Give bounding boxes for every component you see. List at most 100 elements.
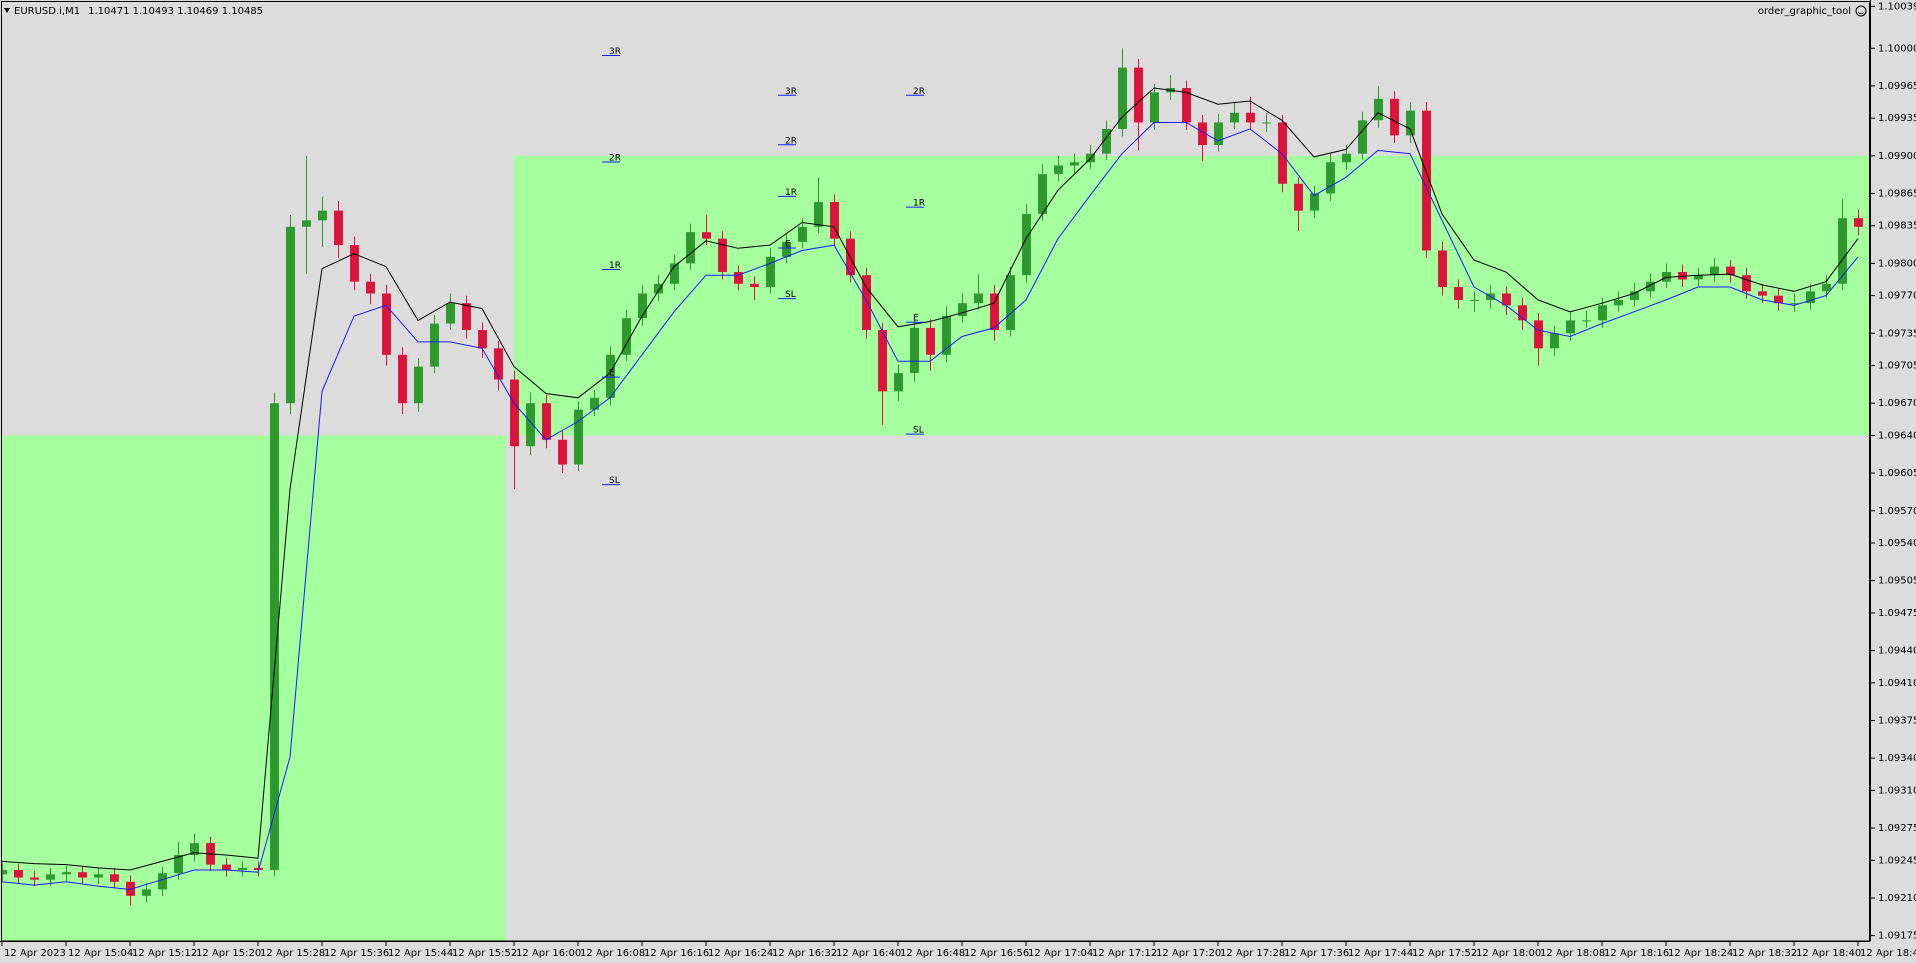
x-tick-label: 12 Apr 17:44 [1348,948,1413,959]
candle-body [1006,275,1015,331]
x-tick-label: 12 Apr 15:52 [452,948,517,959]
candle-body [62,872,71,875]
candle-body [142,889,151,896]
candle-body [1230,112,1239,123]
indicator-icon-smile [1858,12,1864,15]
candle-body [190,843,199,855]
candle-body [1758,291,1767,296]
x-tick-label: 12 Apr 15:12 [132,948,197,959]
candle-body [926,327,935,355]
candle-body [1438,250,1447,288]
candle-body [510,379,519,447]
y-tick-label: 1.09340 [1878,753,1916,764]
y-tick-label: 1.09440 [1878,646,1916,657]
candle-body [334,210,343,246]
zones [2,155,1870,941]
candle-body [1534,320,1543,349]
candle-body [526,403,535,447]
candle-body [1774,295,1783,304]
candle-body [1822,283,1831,292]
candle-body [1614,299,1623,306]
x-tick-label: 12 Apr 18:24 [1668,948,1733,959]
x-tick-label: 12 Apr 15:44 [388,948,453,959]
candle-body [1630,291,1639,300]
y-tick-label: 1.09310 [1878,785,1916,796]
x-tick-label: 12 Apr 15:36 [324,948,389,959]
candle-body [1374,98,1383,121]
candle-body [446,303,455,324]
candle-body [830,202,839,239]
candle-body [1598,305,1607,321]
candle-body [158,873,167,890]
candle-body [350,245,359,282]
candle-body [1582,320,1591,322]
candle-body [1358,120,1367,154]
candle-body [1022,213,1031,276]
candle-body [1854,218,1863,227]
y-tick-label: 1.09935 [1878,113,1916,124]
annotation-label: E [785,240,791,250]
x-tick-label: 12 Apr 18:32 [1732,948,1797,959]
x-tick-label: 12 Apr 16:48 [900,948,965,959]
y-tick-label: 1.09505 [1878,576,1916,587]
candle-body [1502,293,1511,306]
candle-body [622,318,631,355]
y-tick-label: 1.09800 [1878,258,1916,269]
candle-body [1310,193,1319,211]
x-tick-label: 12 Apr 16:08 [580,948,645,959]
x-tick-label: 12 Apr 15:20 [196,948,261,959]
candle-body [1678,271,1687,280]
candle-body [1454,287,1463,300]
candle-body [1726,266,1735,276]
y-tick-label: 1.09770 [1878,291,1916,302]
candle-body [606,354,615,398]
x-tick-label: 12 Apr 16:56 [964,948,1029,959]
candles [2,48,1863,906]
y-tick-label: 1.09275 [1878,823,1916,834]
candle-body [558,439,567,465]
candle-body [574,409,583,465]
candle-body [862,275,871,331]
y-tick-label: 1.09640 [1878,430,1916,441]
candle-body [270,403,279,871]
x-tick-label: 12 Apr 17:04 [1028,948,1093,959]
candle-body [1550,333,1559,349]
candle-body [958,303,967,317]
y-tick-label: 1.09245 [1878,855,1916,866]
candle-body [638,293,647,319]
candle-body [814,202,823,227]
candle-body [2,870,7,875]
chart-title: EURUSD.i,M1 [14,6,80,17]
y-tick-label: 1.10039 [1878,1,1916,12]
x-tick-label: 12 Apr 17:20 [1156,948,1221,959]
candle-body [1742,275,1751,292]
candle-body [1662,271,1671,282]
candle-body [366,281,375,294]
candle-body [1646,281,1655,292]
candle-body [1214,122,1223,146]
candle-body [542,403,551,440]
candle-body [1326,162,1335,194]
zone [2,435,506,941]
candle-body [1150,92,1159,123]
candle-body [78,872,87,878]
candle-body [94,874,103,878]
x-tick-label: 12 Apr 18:16 [1604,948,1669,959]
candle-body [782,241,791,257]
candle-body [1342,153,1351,163]
candle-body [766,256,775,288]
x-tick-label: 12 Apr 17:36 [1284,948,1349,959]
candle-body [174,854,183,874]
y-tick-label: 1.09475 [1878,608,1916,619]
annotations: 3R 2R 1R E SL 3R 2R 1R E SL 2R 1R E SL [602,47,925,486]
annotation-label: E [609,369,615,379]
candle-body [238,867,247,871]
x-tick-label: 12 Apr 17:12 [1092,948,1157,959]
symbol-menu-arrow[interactable] [4,8,10,13]
candle-body [686,232,695,264]
y-tick-label: 1.09705 [1878,361,1916,372]
x-tick-label: 12 Apr 18:48 [1860,948,1916,959]
y-tick-label: 1.09735 [1878,328,1916,339]
